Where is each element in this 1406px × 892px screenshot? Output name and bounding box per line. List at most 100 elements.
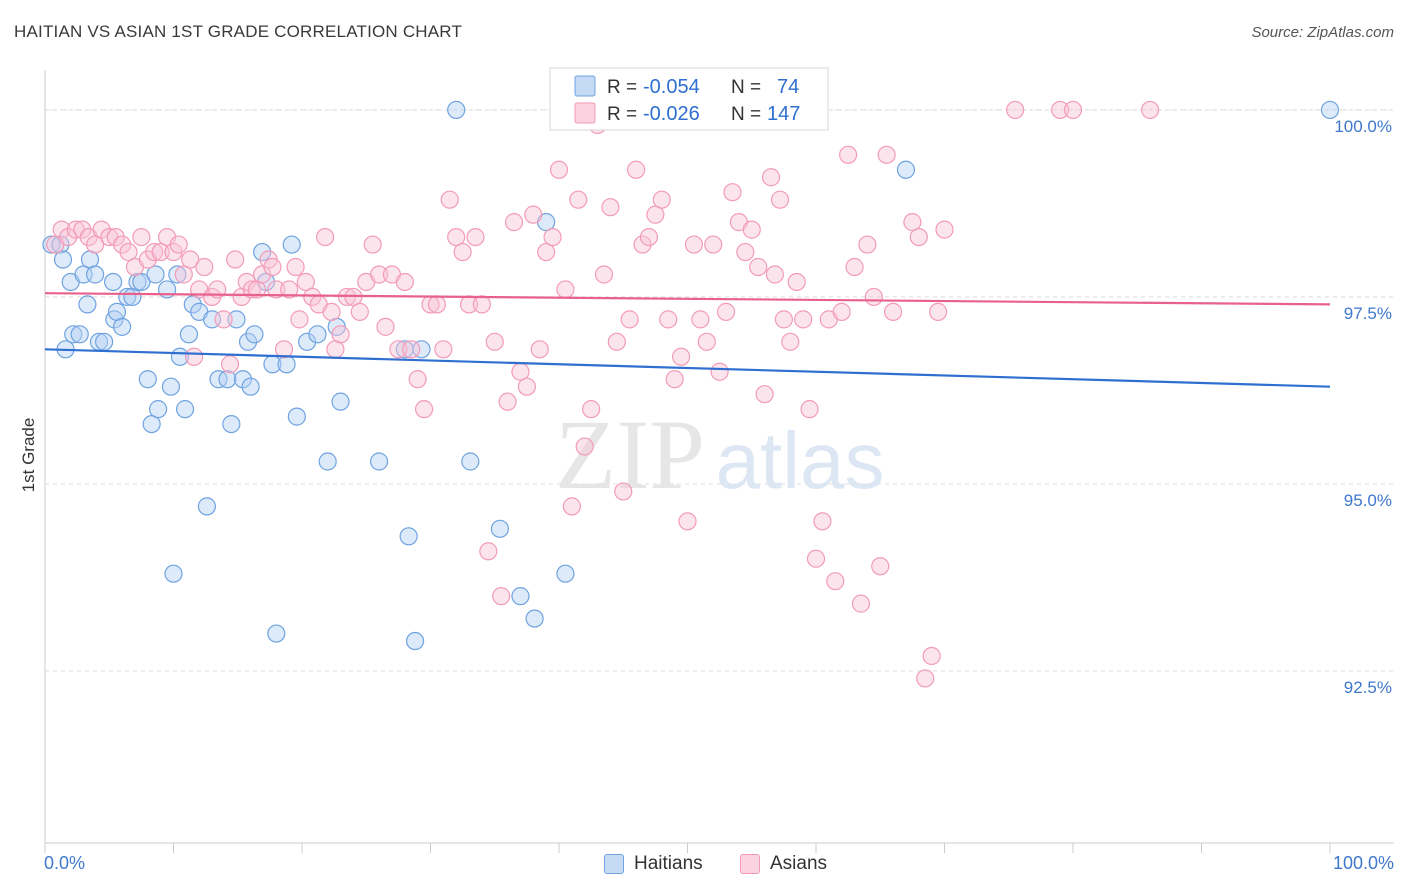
asian-point bbox=[253, 265, 272, 284]
asian-point bbox=[174, 265, 193, 284]
asian-point bbox=[883, 302, 903, 321]
asian-point bbox=[871, 557, 890, 576]
asian-point bbox=[151, 242, 170, 262]
asian-point bbox=[704, 235, 723, 254]
asian-point bbox=[1140, 100, 1160, 120]
haitian-point bbox=[222, 414, 241, 434]
asian-point bbox=[485, 332, 504, 351]
chart-title: HAITIAN VS ASIAN 1ST GRADE CORRELATION C… bbox=[14, 22, 463, 41]
asian-point bbox=[770, 190, 790, 209]
asian-point bbox=[434, 340, 453, 359]
asian-point bbox=[479, 542, 498, 561]
haitian-point bbox=[447, 100, 466, 120]
asian-point bbox=[626, 160, 646, 179]
haitian-point bbox=[118, 287, 137, 307]
asian-point bbox=[440, 190, 459, 209]
asian-point bbox=[858, 235, 877, 254]
asian-point bbox=[447, 227, 466, 247]
asian-point bbox=[466, 227, 485, 247]
asian-point bbox=[614, 482, 633, 501]
haitian-point bbox=[51, 235, 70, 254]
asian-point bbox=[646, 205, 665, 224]
asian-point bbox=[877, 145, 896, 164]
asian-point bbox=[402, 340, 421, 359]
haitian-point bbox=[128, 272, 147, 292]
watermark: ZIP atlas bbox=[555, 399, 884, 510]
haitians-swatch bbox=[604, 854, 624, 874]
asian-point bbox=[813, 512, 832, 531]
asian-point bbox=[562, 497, 581, 516]
haitian-point bbox=[287, 407, 306, 426]
haitian-point bbox=[227, 310, 246, 329]
asian-point bbox=[794, 310, 813, 329]
asian-point bbox=[263, 257, 282, 277]
haitian-point bbox=[282, 235, 301, 254]
asian-point bbox=[697, 332, 716, 351]
asian-point bbox=[331, 325, 350, 344]
asian-point bbox=[350, 302, 369, 321]
tick-labels: 92.5% 95.0% 97.5% 100.0% 0.0% 100.0% bbox=[44, 117, 1394, 873]
asian-point bbox=[903, 213, 922, 232]
asian-point bbox=[59, 227, 78, 247]
asian-point bbox=[845, 257, 864, 277]
asian-point bbox=[639, 227, 659, 247]
legend-swatch-haitians bbox=[574, 75, 596, 97]
haitian-point bbox=[298, 332, 317, 351]
haitian-point bbox=[146, 265, 165, 284]
watermark-zip: ZIP bbox=[555, 399, 705, 510]
haitian-point bbox=[461, 452, 480, 471]
asian-point bbox=[601, 198, 620, 217]
asian-point bbox=[765, 265, 784, 284]
asian-point bbox=[389, 340, 408, 359]
asian-point bbox=[928, 302, 948, 321]
legend-r-value-2: -0.026 bbox=[643, 103, 700, 125]
asian-point bbox=[787, 272, 806, 292]
asian-point bbox=[761, 168, 781, 187]
asians-swatch bbox=[740, 854, 760, 874]
asian-point bbox=[736, 242, 755, 262]
correlation-legend: R = -0.054 N = 74 R = -0.026 N = 147 bbox=[549, 67, 829, 131]
haitian-point bbox=[179, 325, 199, 344]
asian-point bbox=[145, 242, 164, 262]
asian-point bbox=[86, 235, 105, 254]
haitian-point bbox=[308, 325, 327, 344]
asian-point bbox=[472, 295, 491, 314]
asian-point bbox=[749, 257, 768, 277]
haitian-point bbox=[95, 332, 114, 351]
haitian-point bbox=[233, 370, 252, 389]
haitian-point bbox=[138, 370, 157, 389]
haitian-point bbox=[132, 272, 151, 292]
asian-point bbox=[280, 280, 299, 299]
asian-point bbox=[226, 250, 245, 269]
asian-point bbox=[1006, 100, 1025, 120]
asian-point bbox=[806, 549, 826, 568]
legend-n-label-1: N = bbox=[731, 77, 761, 98]
haitian-point bbox=[148, 400, 168, 419]
legend-n-value-2: 147 bbox=[767, 103, 800, 125]
asian-point bbox=[594, 265, 614, 284]
series-legend: Haitians Asians bbox=[0, 850, 1406, 880]
asian-point bbox=[517, 377, 536, 396]
haitian-point bbox=[245, 325, 264, 344]
asian-point bbox=[1063, 100, 1083, 120]
haitian-point bbox=[525, 609, 544, 628]
asian-point bbox=[864, 287, 883, 307]
asian-point bbox=[395, 272, 414, 292]
asian-point bbox=[169, 235, 188, 254]
asian-point bbox=[556, 280, 575, 299]
asian-point bbox=[922, 646, 941, 666]
legend-r-label-1: R = bbox=[607, 77, 637, 98]
asian-point bbox=[678, 512, 697, 531]
haitian-point bbox=[511, 587, 530, 606]
asian-point bbox=[832, 302, 851, 321]
haitian-point bbox=[556, 564, 575, 583]
asian-point bbox=[427, 295, 447, 314]
asian-point bbox=[723, 183, 742, 202]
asian-point bbox=[530, 340, 549, 359]
legend-item-asians[interactable]: Asians bbox=[740, 853, 827, 875]
asian-point bbox=[453, 242, 472, 262]
asian-point bbox=[684, 235, 704, 254]
haitian-point bbox=[218, 370, 237, 389]
legend-item-haitians[interactable]: Haitians bbox=[604, 853, 703, 875]
asian-point bbox=[363, 235, 382, 254]
